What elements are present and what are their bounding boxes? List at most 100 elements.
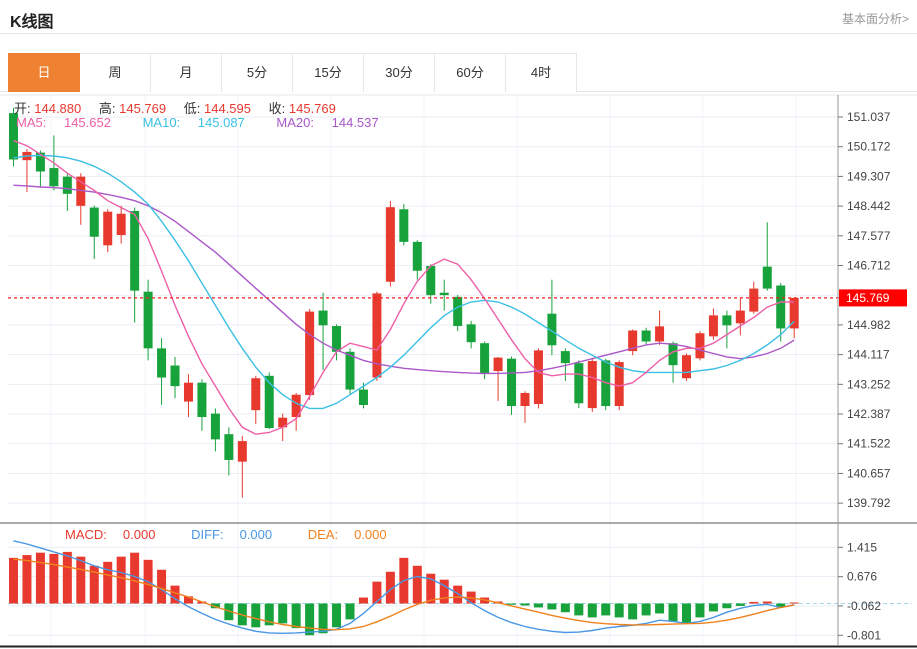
tab-30min[interactable]: 30分: [364, 53, 435, 92]
candle-body: [722, 315, 732, 326]
macd-histogram-bar: [76, 556, 86, 604]
macd-histogram-bar: [157, 569, 167, 604]
price-tick-label: 149.307: [847, 169, 891, 183]
macd-histogram-bar: [641, 603, 651, 616]
candle-body: [735, 310, 745, 324]
macd-histogram-bar: [533, 603, 543, 608]
price-tick-label: 146.712: [847, 259, 891, 273]
macd-histogram-bar: [453, 585, 463, 604]
close-label: 收:: [268, 101, 286, 116]
dea-readout: DEA: 0.000: [307, 527, 387, 542]
tab-month[interactable]: 月: [151, 53, 222, 92]
candle-body: [385, 207, 395, 282]
candle-body: [116, 213, 126, 236]
macd-histogram-bar: [332, 603, 342, 628]
macd-histogram-bar: [789, 602, 799, 604]
candle-body: [170, 365, 180, 387]
candle-body: [9, 113, 18, 160]
candle-body: [89, 207, 99, 237]
candle-body: [439, 292, 449, 296]
current-price-tag: [839, 289, 907, 307]
macd-histogram-bar: [426, 573, 436, 604]
candle-body: [560, 351, 570, 364]
tab-15min[interactable]: 15分: [293, 53, 364, 92]
macd-histogram-bar: [520, 603, 530, 606]
macd-readout: MACD: 0.000: [65, 527, 156, 542]
candle-body: [520, 392, 530, 407]
candle-body: [708, 315, 718, 337]
dea-line: [13, 558, 795, 631]
macd-histogram-bar: [587, 603, 597, 618]
candle-body: [628, 330, 638, 352]
close-value: 145.769: [288, 101, 336, 116]
candle-body: [210, 413, 220, 440]
candle-body: [76, 176, 86, 206]
fundamental-analysis-link[interactable]: 基本面分析>: [841, 12, 909, 26]
macd-histogram-bar: [264, 603, 274, 626]
diff-readout: DIFF: 0.000: [191, 527, 273, 542]
macd-histogram-bar: [49, 553, 59, 604]
candle-body: [183, 382, 193, 402]
candle-body: [426, 265, 436, 296]
macd-histogram-bar: [655, 603, 665, 614]
candle-body: [789, 297, 799, 329]
candle-body: [251, 378, 261, 411]
ma20-readout: MA20: 144.537: [276, 115, 379, 130]
tab-60min[interactable]: 60分: [435, 53, 506, 92]
macd-histogram-bar: [305, 603, 315, 636]
macd-histogram-bar: [103, 561, 113, 604]
candle-body: [614, 362, 624, 407]
open-value: 144.880: [34, 101, 82, 116]
candle-body: [358, 389, 368, 406]
low-value: 144.595: [204, 101, 251, 116]
candle-body: [278, 417, 288, 428]
macd-histogram-bar: [439, 579, 449, 604]
price-tick-label: 144.982: [847, 318, 891, 332]
low-label: 低:: [183, 101, 201, 116]
macd-histogram-bar: [130, 552, 140, 604]
candle-body: [345, 351, 355, 390]
price-tick-label: 151.037: [847, 110, 891, 124]
macd-histogram-bar: [412, 565, 422, 604]
ma10-line: [13, 154, 795, 410]
candle-body: [224, 434, 234, 460]
tab-day[interactable]: 日: [8, 53, 80, 92]
ma5-line: [13, 139, 795, 435]
ma10-readout: MA10: 145.087: [142, 115, 245, 130]
ma20-line: [13, 184, 795, 375]
tab-week[interactable]: 周: [80, 53, 151, 92]
tab-5min[interactable]: 5分: [222, 53, 293, 92]
candle-body: [130, 210, 140, 291]
price-tick-label: 140.657: [847, 466, 891, 480]
candle-body: [466, 324, 476, 343]
candle-body: [453, 296, 463, 327]
high-value: 145.769: [119, 101, 167, 116]
candle-body: [533, 350, 543, 404]
macd-histogram-bar: [560, 603, 570, 613]
macd-histogram-bar: [291, 603, 301, 629]
header-divider: [0, 33, 917, 34]
macd-histogram-bar: [372, 581, 382, 604]
macd-histogram-bar: [278, 603, 288, 624]
macd-histogram-bar: [682, 603, 691, 624]
ma-readout-bar: MA5: 145.652 MA10: 145.087 MA20: 144.537: [16, 115, 407, 130]
candle-body: [507, 358, 517, 407]
tab-4hour[interactable]: 4时: [506, 53, 577, 92]
macd-histogram-bar: [762, 601, 772, 604]
candle-body: [762, 266, 772, 289]
macd-histogram-bar: [601, 603, 611, 616]
candle-body: [197, 382, 207, 418]
price-tick-label: 139.792: [847, 496, 891, 510]
candle-body: [547, 313, 557, 346]
candle-body: [143, 291, 153, 349]
macd-tick-label: -0.801: [847, 628, 881, 642]
macd-histogram-bar: [116, 556, 126, 604]
macd-tick-label: 1.415: [847, 540, 877, 554]
macd-histogram-bar: [385, 571, 395, 604]
macd-histogram-bar: [708, 603, 718, 612]
candle-body: [749, 288, 759, 312]
candle-body: [412, 241, 422, 271]
macd-histogram-bar: [735, 603, 745, 606]
candle-body: [682, 355, 691, 379]
